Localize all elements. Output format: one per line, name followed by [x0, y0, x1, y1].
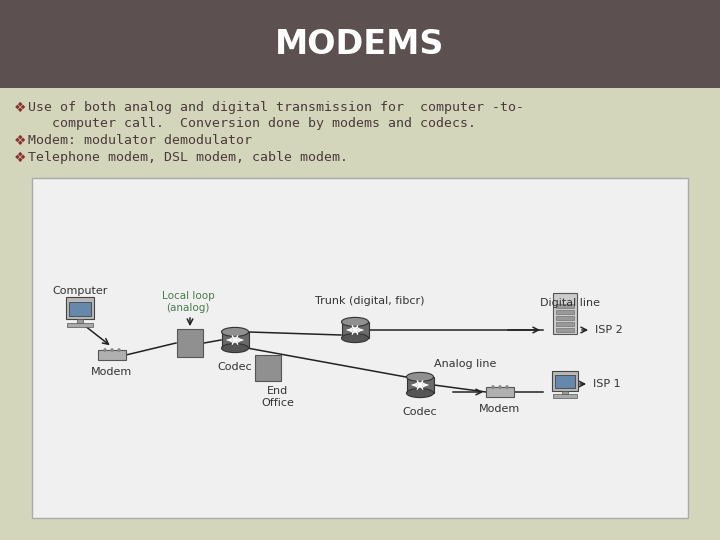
Ellipse shape — [341, 334, 369, 342]
Text: Codec: Codec — [402, 407, 437, 417]
Bar — [177, 329, 203, 357]
Text: Modem: Modem — [480, 404, 521, 414]
Text: Analog line: Analog line — [434, 359, 496, 369]
Text: ❖: ❖ — [14, 101, 27, 115]
FancyBboxPatch shape — [32, 178, 688, 518]
Bar — [553, 293, 577, 334]
Text: Telephone modem, DSL modem, cable modem.: Telephone modem, DSL modem, cable modem. — [28, 152, 348, 165]
Text: Digital line: Digital line — [540, 298, 600, 308]
Bar — [552, 371, 578, 391]
Bar — [556, 327, 575, 332]
Ellipse shape — [104, 348, 107, 352]
Text: Codec: Codec — [217, 362, 252, 372]
Text: Computer: Computer — [53, 286, 108, 296]
Ellipse shape — [498, 385, 502, 389]
Ellipse shape — [505, 385, 508, 389]
Bar — [562, 391, 567, 394]
Text: ISP 1: ISP 1 — [593, 379, 621, 389]
Ellipse shape — [222, 327, 248, 336]
Bar — [556, 315, 575, 320]
Bar — [67, 322, 93, 327]
Ellipse shape — [110, 348, 114, 352]
Bar — [556, 303, 575, 308]
Bar — [77, 319, 83, 322]
Text: Use of both analog and digital transmission for  computer -to-: Use of both analog and digital transmiss… — [28, 102, 524, 114]
Text: Modem: modulator demodulator: Modem: modulator demodulator — [28, 134, 252, 147]
Bar — [341, 322, 369, 338]
Bar — [407, 377, 433, 393]
Bar — [553, 394, 577, 398]
FancyBboxPatch shape — [0, 0, 720, 88]
Text: Trunk (digital, fibcr): Trunk (digital, fibcr) — [315, 296, 425, 306]
Bar — [556, 321, 575, 326]
Bar — [69, 302, 91, 316]
Text: Local loop
(analog): Local loop (analog) — [161, 292, 215, 313]
Bar — [556, 309, 575, 314]
Text: ❖: ❖ — [14, 151, 27, 165]
Ellipse shape — [222, 343, 248, 353]
Bar — [66, 297, 94, 319]
Text: Modem: Modem — [91, 367, 132, 377]
Text: ❖: ❖ — [14, 134, 27, 148]
Bar — [555, 375, 575, 388]
Text: End
Office: End Office — [261, 386, 294, 408]
Ellipse shape — [407, 389, 433, 397]
Bar — [255, 355, 281, 381]
Ellipse shape — [407, 373, 433, 381]
Text: ISP 2: ISP 2 — [595, 325, 623, 335]
Ellipse shape — [117, 348, 121, 352]
Bar — [98, 350, 126, 360]
FancyBboxPatch shape — [0, 88, 720, 540]
Text: computer call.  Conversion done by modems and codecs.: computer call. Conversion done by modems… — [28, 118, 476, 131]
Ellipse shape — [341, 318, 369, 326]
Bar — [486, 387, 514, 397]
Ellipse shape — [491, 385, 495, 389]
Bar — [222, 332, 248, 348]
Text: MODEMS: MODEMS — [275, 28, 445, 60]
